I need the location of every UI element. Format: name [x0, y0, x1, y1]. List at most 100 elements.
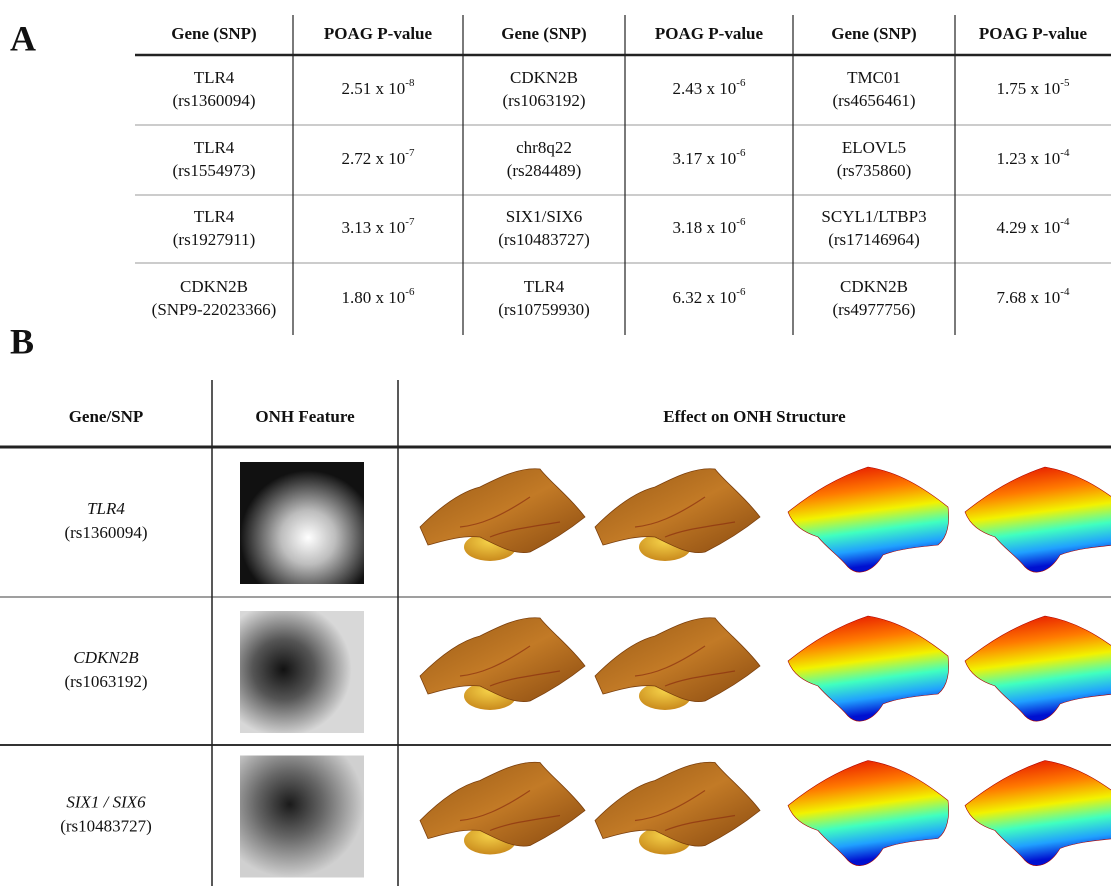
p-mantissa: 7.68 x 10: [997, 288, 1061, 307]
p-value: 2.43 x 10-6: [673, 77, 746, 98]
p-mantissa: 2.72 x 10: [342, 149, 406, 168]
surface-sheet: [964, 615, 1111, 722]
p-value: 3.18 x 10-6: [673, 216, 746, 237]
surface-plot: [419, 617, 586, 710]
snp-id: (rs4656461): [832, 91, 915, 110]
surface-plot: [594, 761, 761, 855]
surface-sheet: [787, 760, 949, 866]
column-header: Gene (SNP): [171, 24, 256, 43]
p-exponent: -7: [405, 216, 415, 228]
gene-name: CDKN2B: [180, 277, 248, 296]
p-mantissa: 3.18 x 10: [673, 218, 737, 237]
p-exponent: -6: [736, 77, 746, 89]
column-header: POAG P-value: [324, 24, 433, 43]
p-value: 4.29 x 10-4: [997, 216, 1070, 237]
snp-id: (rs1063192): [502, 91, 585, 110]
gene-name: TLR4: [524, 277, 565, 296]
p-value: 6.32 x 10-6: [673, 286, 746, 307]
surface-plot: [787, 615, 949, 722]
column-header: POAG P-value: [979, 24, 1088, 43]
surface-plot: [419, 468, 586, 561]
snp-id: (rs17146964): [828, 230, 920, 249]
snp-id: (rs284489): [507, 161, 582, 180]
gene-name: TLR4: [194, 68, 235, 87]
p-exponent: -4: [1060, 216, 1070, 228]
p-mantissa: 2.43 x 10: [673, 79, 737, 98]
p-mantissa: 3.17 x 10: [673, 149, 737, 168]
surface-plot: [419, 761, 586, 855]
surface-plot: [964, 615, 1111, 722]
p-value: 3.13 x 10-7: [342, 216, 415, 237]
gene-name: CDKN2B: [840, 277, 908, 296]
gene-name: ELOVL5: [842, 138, 906, 157]
p-mantissa: 1.80 x 10: [342, 288, 406, 307]
surface-sheet: [594, 468, 761, 554]
gene-name: SCYL1/LTBP3: [821, 207, 926, 226]
snp-id: (rs1360094): [172, 91, 255, 110]
surface-sheet: [419, 761, 586, 847]
p-exponent: -4: [1060, 147, 1070, 159]
p-value: 2.72 x 10-7: [342, 147, 415, 168]
gene-name: SIX1/SIX6: [506, 207, 583, 226]
snp-id: (rs1554973): [172, 161, 255, 180]
gene-name: TLR4: [87, 499, 125, 518]
gene-name: TMC01: [847, 68, 901, 87]
column-header: Gene/SNP: [69, 407, 144, 426]
surface-plot: [787, 466, 949, 573]
surface-sheet: [419, 617, 586, 703]
p-mantissa: 2.51 x 10: [342, 79, 406, 98]
onh-feature-image: [240, 755, 364, 878]
surface-vessel: [459, 645, 561, 687]
panel-label: A: [10, 18, 36, 58]
surface-sheet: [787, 466, 949, 573]
surface-sheet: [964, 466, 1111, 573]
p-exponent: -6: [405, 286, 415, 298]
column-header: Gene (SNP): [831, 24, 916, 43]
snp-id: (rs1360094): [64, 523, 147, 542]
p-value: 2.51 x 10-8: [342, 77, 415, 98]
snp-id: (rs735860): [837, 161, 912, 180]
column-header: Effect on ONH Structure: [663, 407, 846, 426]
p-value: 3.17 x 10-6: [673, 147, 746, 168]
surface-sheet: [964, 760, 1111, 866]
p-mantissa: 3.13 x 10: [342, 218, 406, 237]
p-mantissa: 4.29 x 10: [997, 218, 1061, 237]
snp-id: (rs1063192): [64, 672, 147, 691]
surface-vessel: [634, 790, 736, 832]
surface-plot: [594, 617, 761, 710]
p-value: 1.80 x 10-6: [342, 286, 415, 307]
snp-id: (rs1927911): [173, 230, 255, 249]
gene-name: TLR4: [194, 207, 235, 226]
gene-name: CDKN2B: [73, 648, 139, 667]
panel-label: B: [10, 321, 34, 361]
surface-sheet: [594, 761, 761, 847]
snp-id: (rs4977756): [832, 300, 915, 319]
p-value: 1.23 x 10-4: [997, 147, 1070, 168]
p-value: 1.75 x 10-5: [997, 77, 1070, 98]
column-header: ONH Feature: [255, 407, 355, 426]
p-exponent: -4: [1060, 286, 1070, 298]
onh-feature-image: [240, 462, 364, 584]
surface-plot: [964, 466, 1111, 573]
onh-feature-image: [240, 611, 364, 733]
surface-plot: [964, 760, 1111, 866]
p-exponent: -6: [736, 286, 746, 298]
surface-vessel: [459, 790, 561, 832]
column-header: POAG P-value: [655, 24, 764, 43]
p-mantissa: 1.75 x 10: [997, 79, 1061, 98]
gene-name: chr8q22: [516, 138, 572, 157]
snp-id: (SNP9-22023366): [152, 300, 277, 319]
surface-sheet: [594, 617, 761, 703]
p-exponent: -8: [405, 77, 415, 89]
surface-sheet: [419, 468, 586, 554]
p-exponent: -6: [736, 216, 746, 228]
surface-vessel: [634, 496, 736, 538]
surface-vessel: [634, 645, 736, 687]
surface-plot: [787, 760, 949, 866]
gene-name: CDKN2B: [510, 68, 578, 87]
snp-id: (rs10483727): [60, 816, 152, 835]
surface-sheet: [787, 615, 949, 722]
gene-name: TLR4: [194, 138, 235, 157]
surface-vessel: [459, 496, 561, 538]
